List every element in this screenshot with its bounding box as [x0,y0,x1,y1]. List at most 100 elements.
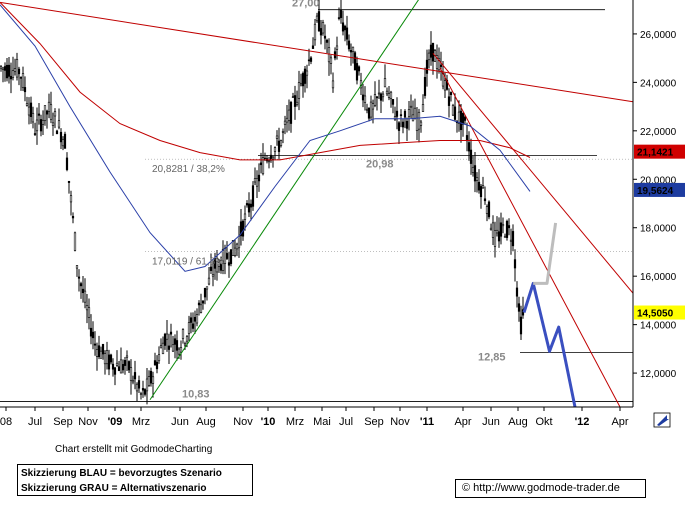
candle-body [413,107,417,119]
x-tick-label: Sep [53,416,73,428]
candle-body [297,82,301,99]
candle-body [25,103,29,106]
candle-body [127,361,131,371]
candle-body [125,355,129,358]
candle-body [275,135,279,139]
candle-body [505,220,509,238]
y-tick-label: 18,0000 [640,224,677,235]
x-tick-label: Nov [390,416,410,428]
candle-body [11,70,15,78]
candle-body [365,108,369,111]
source-link[interactable]: © http://www.godmode-trader.de [455,479,646,498]
candle-body [487,201,491,218]
x-tick-label: Apr [611,416,628,428]
candle-body [123,360,127,366]
candle-body [35,119,39,132]
candle-body [295,101,299,106]
candle-body [21,73,25,88]
candle-body [183,343,187,346]
y-tick-label: 24,0000 [640,78,677,89]
candle-body [491,222,495,238]
price-box [634,182,685,197]
candle-body [483,198,487,202]
candle-body [217,259,221,267]
candle-body [143,389,147,395]
candle-body [493,230,497,247]
candle-body [221,248,225,271]
y-tick-label: 12,0000 [640,369,677,380]
candle-body [343,25,347,31]
candle-body [503,235,507,238]
x-tick-label: Okt [535,416,552,428]
x-tick-label: 08 [0,416,12,428]
level-label: 20,98 [366,159,394,171]
downtrend-line-top [0,1,634,103]
candle-body [213,258,217,269]
candle-body [287,109,291,121]
candle-body [511,231,515,247]
candle-body [307,59,311,62]
candle-body [495,229,499,234]
candle-body [449,92,453,96]
candle-body [369,101,373,118]
candle-body [299,83,303,86]
candle-body [33,133,37,135]
candle-body [507,225,511,229]
candle-body [181,329,185,339]
blue_scenario-line [522,281,577,408]
candle-body [95,349,99,357]
x-tick-label: Nov [78,416,98,428]
candle-body [383,78,387,88]
candle-body [79,283,83,287]
candle-body [0,66,3,69]
candle-body [279,140,283,146]
candle-body [271,156,275,160]
price-chart: 27,00 20,98 12,85 10,83 20,8281 / 38,2% 17,01… [0,0,685,428]
x-tick-label: Apr [454,416,471,428]
candle-body [1,67,5,70]
candle-body [47,101,51,112]
candle-body [39,119,43,132]
candle-body [459,110,463,131]
candle-body [223,247,227,264]
candle-body [243,213,247,220]
candle-body [149,370,153,384]
candle-body [161,342,165,355]
candle-body [3,66,7,71]
candle-body [479,186,483,198]
candle-body [471,166,475,173]
candle-body [281,131,285,133]
candle-body [133,372,137,380]
candle-body [513,259,517,269]
candle-body [291,96,295,98]
candle-body [245,203,249,206]
candle-body [171,344,175,352]
candle-body [485,206,489,214]
candle-body [59,131,63,143]
candle-body [375,96,379,99]
candle-body [237,235,241,249]
candle-body [451,105,455,116]
x-tick-label: Jul [28,416,42,428]
candle-body [203,287,207,298]
candle-body [423,76,427,96]
x-tick-label: Aug [508,416,528,428]
candle-body [467,142,471,152]
x-tick-label: '09 [108,416,123,428]
candle-body [437,58,441,71]
candle-body [477,181,481,191]
candle-body [367,107,371,119]
candle-body [185,336,189,342]
candle-body [469,149,473,164]
candle-body [473,165,477,182]
candle-body [393,116,397,120]
candle-body [49,104,53,120]
candle-body [499,222,503,237]
candle-body [87,307,91,318]
candle-body [497,231,501,242]
candle-body [227,262,231,266]
candle-body [169,331,173,335]
candle-body [349,50,353,53]
candle-body [7,64,11,77]
candle-body [351,46,355,52]
